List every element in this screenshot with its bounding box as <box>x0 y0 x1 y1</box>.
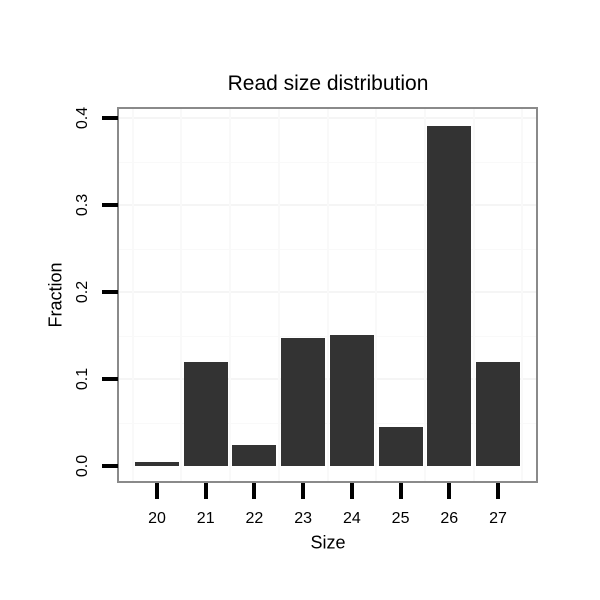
plot-panel <box>117 107 538 483</box>
gridline-vertical <box>375 109 378 481</box>
bar-size-23 <box>281 338 325 466</box>
x-tick-label: 24 <box>342 510 361 527</box>
gridline-vertical <box>277 109 280 481</box>
chart-title: Read size distribution <box>227 72 429 95</box>
gridline-vertical <box>521 109 524 481</box>
x-axis-tick <box>398 483 403 499</box>
bar-size-20 <box>135 462 179 466</box>
bar-size-26 <box>427 126 471 466</box>
x-axis-tick <box>301 483 306 499</box>
x-axis-tick <box>203 483 208 499</box>
y-axis-tick <box>102 290 118 294</box>
y-axis-tick <box>102 116 118 120</box>
x-tick-label: 27 <box>489 510 507 527</box>
y-tick-label: 0.2 <box>74 280 91 304</box>
x-tick-label: 23 <box>294 510 313 527</box>
gridline-vertical <box>423 109 426 481</box>
x-axis-tick <box>496 483 500 499</box>
x-tick-label: 25 <box>391 510 410 527</box>
bar-size-24 <box>330 335 374 466</box>
bar-size-21 <box>184 362 228 466</box>
gridline-vertical <box>229 109 232 481</box>
x-axis-tick <box>349 483 354 499</box>
gridline-vertical <box>326 109 329 481</box>
y-axis-tick <box>102 377 118 381</box>
x-axis-title: Size <box>310 532 346 553</box>
x-axis-tick <box>252 483 257 499</box>
y-tick-label: 0.4 <box>74 106 91 130</box>
x-tick-label: 26 <box>440 510 459 527</box>
y-tick-label: 0.3 <box>74 193 91 217</box>
bar-size-27 <box>476 362 520 466</box>
y-axis-title: Fraction <box>45 262 66 328</box>
y-tick-label: 0.1 <box>74 367 91 391</box>
bar-size-22 <box>232 445 276 466</box>
x-tick-label: 20 <box>148 510 166 527</box>
x-axis-tick <box>447 483 452 499</box>
gridline-vertical <box>472 109 475 481</box>
y-axis-tick <box>102 203 118 207</box>
bar-size-25 <box>379 427 423 466</box>
x-tick-label: 22 <box>245 510 264 527</box>
x-tick-label: 21 <box>196 510 215 527</box>
y-tick-label: 0.0 <box>74 454 91 478</box>
y-axis-tick <box>102 464 118 468</box>
x-axis-tick <box>155 483 159 499</box>
gridline-vertical <box>180 109 183 481</box>
gridline-vertical <box>131 109 134 481</box>
